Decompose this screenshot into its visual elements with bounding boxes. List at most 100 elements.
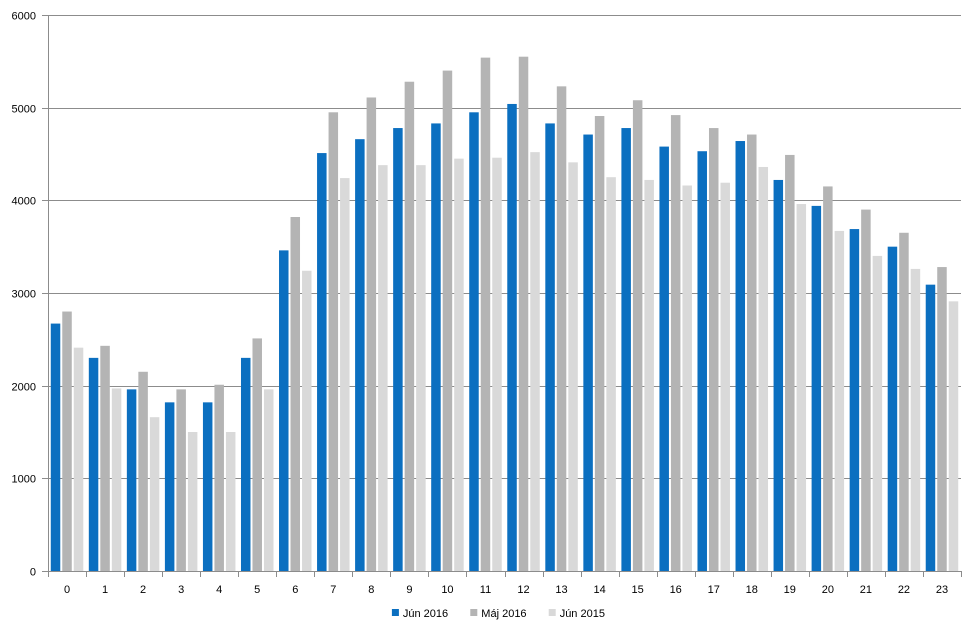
- bar: [492, 157, 502, 571]
- x-tick-label: 10: [441, 584, 453, 596]
- series-1: [62, 56, 947, 572]
- bar: [556, 86, 567, 571]
- bar: [948, 301, 959, 571]
- x-tick-label: 1: [102, 584, 108, 596]
- bar: [621, 128, 631, 572]
- bar: [720, 182, 730, 572]
- bar: [279, 250, 289, 571]
- bar: [328, 112, 339, 572]
- bar: [773, 179, 784, 571]
- bar: [431, 123, 441, 572]
- bar: [302, 270, 312, 571]
- bar: [469, 112, 479, 572]
- y-tick-label: 5000: [12, 104, 36, 116]
- x-tick-label: 18: [746, 584, 758, 596]
- legend-item: Jún 2015: [548, 608, 605, 620]
- y-tick-label: 4000: [12, 196, 36, 208]
- bar: [811, 205, 822, 571]
- x-tick-label: 0: [64, 584, 70, 596]
- x-tick-label: 16: [670, 584, 682, 596]
- legend-swatch: [391, 609, 399, 616]
- x-tick-label: 9: [406, 584, 412, 596]
- bar: [849, 229, 860, 571]
- bar: [252, 338, 262, 571]
- x-tick-label: 13: [555, 584, 567, 596]
- bar: [670, 115, 681, 571]
- bar: [937, 267, 947, 571]
- y-tick-label: 0: [30, 567, 36, 579]
- x-tick-label: 17: [708, 584, 720, 596]
- y-axis-tick-labels: 0 1000 2000 3000 4000 5000 6000: [12, 11, 36, 579]
- bar: [758, 166, 769, 571]
- legend: Jún 2016 Máj 2016 Jún 2015: [391, 608, 605, 620]
- bar: [796, 204, 807, 572]
- bar: [545, 123, 555, 572]
- bar: [735, 141, 746, 571]
- bar-series-group: [50, 56, 959, 572]
- bar: [583, 134, 593, 572]
- bar: [73, 347, 84, 571]
- bar: [594, 116, 605, 571]
- x-tick-label: 7: [330, 584, 336, 596]
- bar: [708, 128, 719, 572]
- legend-swatch: [548, 609, 556, 616]
- bar: [290, 217, 301, 571]
- bar: [834, 230, 845, 571]
- x-tick-label: 15: [632, 584, 644, 596]
- bar: [100, 345, 110, 571]
- gridlines: [48, 15, 961, 479]
- bar: [340, 178, 350, 571]
- bar: [164, 402, 175, 571]
- bar: [126, 389, 137, 571]
- legend-swatch: [470, 609, 478, 616]
- bar: [88, 357, 99, 571]
- bar: [697, 151, 707, 571]
- bar: [317, 153, 327, 571]
- bar: [202, 402, 213, 571]
- bar: [366, 97, 377, 571]
- bar: [632, 100, 643, 571]
- x-tick-label: 3: [178, 584, 184, 596]
- legend-item: Máj 2016: [470, 608, 527, 620]
- x-tick-label: 11: [480, 584, 491, 596]
- series-0: [50, 103, 936, 572]
- y-tick-label: 3000: [12, 289, 36, 301]
- bar: [910, 268, 921, 571]
- y-tick-label: 6000: [12, 11, 36, 23]
- bar: [568, 162, 578, 571]
- axes: [42, 15, 962, 577]
- bar: [861, 209, 871, 571]
- x-tick-label: 14: [593, 584, 605, 596]
- legend-item: Jún 2016: [391, 608, 448, 620]
- bar: [416, 165, 426, 571]
- bar: [747, 134, 757, 572]
- x-tick-label: 4: [216, 584, 222, 596]
- bar: [404, 81, 415, 571]
- y-tick-label: 1000: [12, 474, 36, 486]
- bar: [355, 139, 365, 572]
- bar: [682, 185, 692, 571]
- bar: [887, 246, 898, 572]
- x-tick-label: 5: [254, 584, 260, 596]
- bar: [606, 177, 616, 572]
- bar: [872, 255, 883, 571]
- legend-label: Jún 2015: [560, 608, 605, 620]
- x-tick-label: 12: [517, 584, 529, 596]
- bar: [393, 128, 403, 572]
- bar: [225, 432, 236, 571]
- bar: [823, 186, 833, 571]
- bar: [899, 232, 909, 571]
- x-axis-tick-labels: 0 1 2 3 4 5 6 7 8 9 10 11 12 13 14 15 16 17 18 19 20 21 22 23: [64, 584, 948, 596]
- bar: [530, 152, 540, 571]
- bar: [62, 311, 72, 571]
- y-tick-label: 2000: [12, 382, 36, 394]
- bar: [442, 70, 453, 571]
- bar: [480, 57, 491, 571]
- x-tick-label: 8: [368, 584, 374, 596]
- bar: [111, 388, 122, 571]
- bar: [149, 417, 160, 571]
- bar: [187, 432, 198, 571]
- x-tick-label: 21: [860, 584, 872, 596]
- bar: [925, 284, 936, 571]
